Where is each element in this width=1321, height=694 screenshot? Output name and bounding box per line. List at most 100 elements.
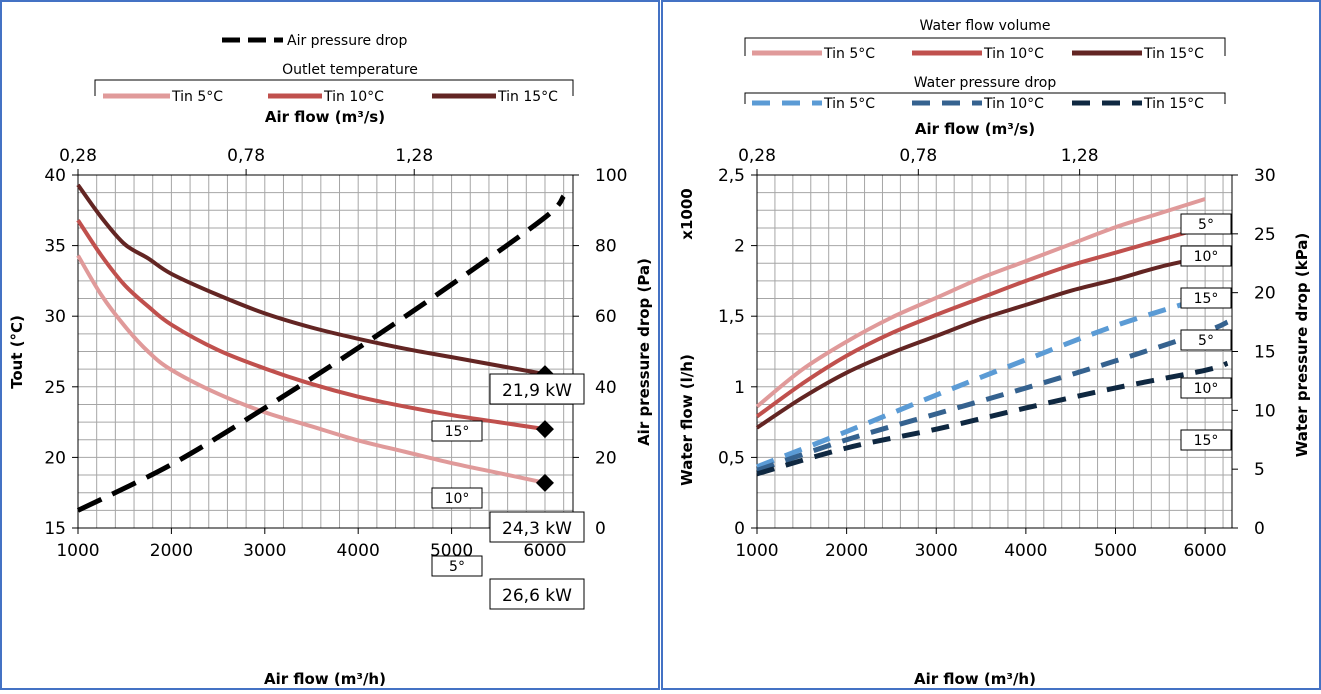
y-tick-label: 15 [44,519,66,539]
y2-tick-label: 60 [595,307,617,327]
legend-wpd-label-5: Tin 5°C [823,96,875,112]
right-tag-flow-10-text: 10° [1194,249,1219,265]
right-tag-wpd-10: 10° [1180,377,1232,399]
right-y-multiplier: x1000 [678,188,696,239]
series-line [755,197,1206,409]
x-tick-label: 3000 [243,541,286,561]
left-legend-air: Air pressure drop [222,33,407,49]
right-tag-wpd-5-text: 5° [1198,333,1214,349]
series-line [76,183,546,377]
x-tick-label: 2000 [150,541,193,561]
right-legend-wpd: Water pressure drop Tin 5°C Tin 10°C Tin… [744,75,1226,112]
left-plot-area [77,174,574,529]
right-tag-wpd-5: 5° [1180,329,1232,351]
x-top-tick-label: 0,28 [738,146,776,166]
y2-tick-label: 0 [595,519,606,539]
series-line [76,194,566,513]
right-y-axis-label: Water flow (l/h) [678,354,696,486]
x-tick-label: 6000 [523,541,566,561]
x-tick-label: 5000 [1094,541,1137,561]
right-legend-flow: Water flow volume Tin 5°C Tin 10°C Tin 1… [744,18,1226,62]
right-ticks: 1000 2000 3000 4000 5000 6000 0,28 0,78 1,28 0 0,5… [718,146,1276,561]
y-tick-label: 40 [44,166,66,186]
x-tick-label: 1000 [735,541,778,561]
y-tick-label: 2,5 [718,166,745,186]
data-marker [535,473,554,492]
legend-flow-label-10: Tin 10°C [983,46,1044,62]
y2-tick-label: 40 [595,378,617,398]
legend-flow-label-5: Tin 5°C [823,46,875,62]
y-tick-label: 30 [44,307,66,327]
legend-temp-title: Outlet temperature [282,62,418,78]
y2-tick-label: 25 [1254,225,1276,245]
x-top-tick-label: 0,78 [899,146,937,166]
y-tick-label: 1 [734,378,745,398]
series-line [755,225,1206,419]
y2-tick-label: 80 [595,237,617,257]
y-tick-label: 1,5 [718,307,745,327]
right-tag-wpd-15-text: 15° [1194,433,1219,449]
x-top-tick-label: 1,28 [1061,146,1099,166]
legend-wpd-label-15: Tin 15°C [1143,96,1204,112]
series-line [76,254,546,485]
x-tick-label: 2000 [825,541,868,561]
left-panel-border [0,0,660,690]
right-panel-border [661,0,1321,690]
left-tag-10-text: 10° [445,491,470,507]
y2-tick-label: 20 [595,448,617,468]
legend-wpd-label-10: Tin 10°C [983,96,1044,112]
left-markers [535,365,554,492]
series-line [756,360,1229,477]
series-line [756,319,1229,473]
right-tag-flow-15-text: 15° [1194,291,1219,307]
legend-temp-label-10: Tin 10°C [323,89,384,105]
left-tag-15-text: 15° [445,424,470,440]
right-tag-wpd-10-text: 10° [1194,381,1219,397]
y2-tick-label: 100 [595,166,627,186]
y2-tick-label: 30 [1254,166,1276,186]
x-tick-label: 1000 [56,541,99,561]
legend-wpd-title: Water pressure drop [914,75,1057,91]
legend-flow-title: Water flow volume [920,18,1051,34]
right-chart: 1000 2000 3000 4000 5000 6000 0,28 0,78 1,28 0 0,5… [678,18,1311,688]
left-series [76,183,566,513]
callout-15-text: 21,9 kW [502,381,572,401]
right-tag-flow-5: 5° [1180,213,1232,235]
y-tick-label: 20 [44,448,66,468]
y-tick-label: 2 [734,237,745,257]
legend-temp-label-5: Tin 5°C [171,89,223,105]
left-legend-temp: Outlet temperature Tin 5°C Tin 10°C Tin … [94,62,574,105]
left-y-axis-label: Tout (°C) [8,315,26,389]
series-line [756,286,1229,470]
series-line [76,219,546,432]
callout-15: 21,9 kW [489,373,585,405]
legend-wpd-frame [744,92,1226,104]
left-y2-axis-label: Air pressure drop (Pa) [635,258,653,446]
left-tag-10: 10° [431,487,483,509]
right-top-axis-label: Air flow (m³/s) [915,120,1035,138]
legend-temp-label-15: Tin 15°C [497,89,558,105]
y-tick-label: 0 [734,519,745,539]
x-tick-label: 4000 [1004,541,1047,561]
callout-10: 24,3 kW [489,511,585,543]
x-tick-label: 3000 [915,541,958,561]
x-tick-label: 6000 [1183,541,1226,561]
y-tick-label: 0,5 [718,448,745,468]
series-line [755,254,1206,430]
right-tag-flow-15: 15° [1180,287,1232,309]
right-tag-wpd-15: 15° [1180,429,1232,451]
callout-5-text: 26,6 kW [502,586,572,606]
left-tag-15: 15° [431,420,483,442]
legend-flow-label-15: Tin 15°C [1143,46,1204,62]
left-tag-5-text: 5° [449,559,465,575]
y2-tick-label: 20 [1254,284,1276,304]
left-bottom-axis-label: Air flow (m³/h) [264,670,386,688]
y2-tick-label: 0 [1254,519,1265,539]
right-series [755,197,1229,477]
y2-tick-label: 5 [1254,460,1265,480]
data-marker [535,420,554,439]
right-y2-axis-label: Water pressure drop (kPa) [1293,233,1311,458]
callout-10-text: 24,3 kW [502,519,572,539]
